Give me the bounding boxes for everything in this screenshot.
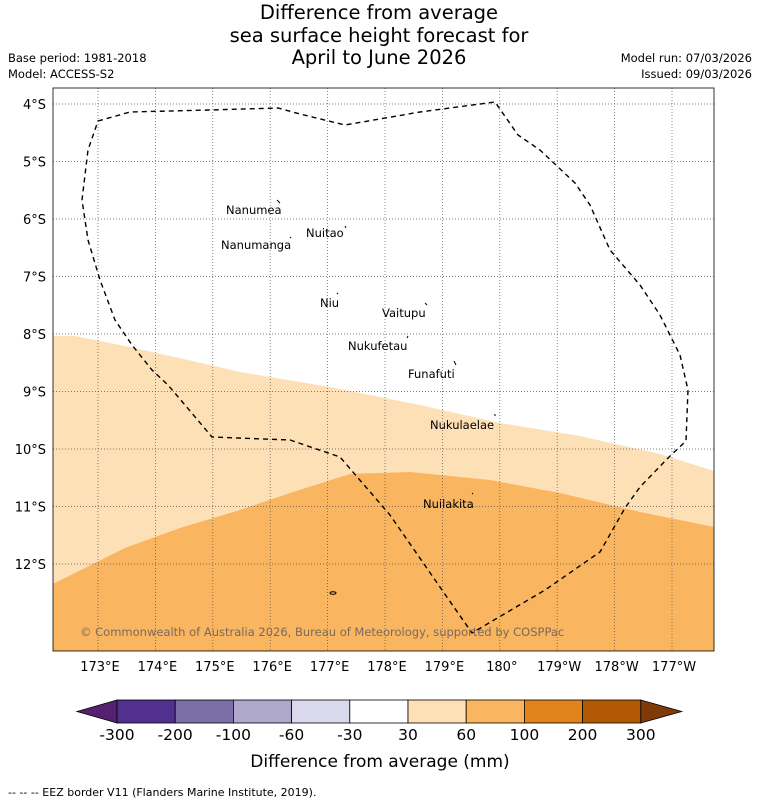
lat-tick-label: 9°S <box>23 386 46 401</box>
lat-tick-label: 10°S <box>15 443 46 458</box>
model-text: Model: ACCESS-S2 <box>8 67 115 81</box>
island-nuilakita <box>471 492 474 495</box>
colorbar-tick-label: -60 <box>279 726 304 744</box>
lon-tick-label: 177°E <box>310 660 350 675</box>
colorbar-tick-label: -100 <box>216 726 251 744</box>
longitude-axis: 173°E 174°E 175°E 176°E 177°E 178°E 179°E 180° 1… <box>80 660 696 675</box>
place-label-vaitupu: Vaitupu <box>382 306 426 320</box>
place-label-nuilakita: Nuilakita <box>423 497 474 511</box>
colorbar-tick-label: 100 <box>510 726 540 744</box>
eez-footnote: -- -- -- EEZ border V11 (Flanders Marine… <box>8 786 317 799</box>
island-vaitupu <box>424 302 428 306</box>
colorbar-cell <box>232 699 292 724</box>
colorbar-cell <box>582 699 642 724</box>
lon-tick-label: 174°E <box>138 660 178 675</box>
model-run-text: Model run: 07/03/2026 <box>620 51 752 65</box>
colorbar-cell <box>349 699 409 724</box>
lon-tick-label: 175°E <box>195 660 235 675</box>
base-period-text: Base period: 1981-2018 <box>8 51 147 65</box>
island-niu <box>336 292 339 295</box>
copyright-text: © Commonwealth of Australia 2026, Bureau… <box>80 625 564 639</box>
lon-tick-label: 173°E <box>80 660 120 675</box>
island-nanumanga <box>289 236 292 239</box>
colorbar-arrow-min <box>75 699 118 724</box>
colorbar-tick-label: -30 <box>337 726 362 744</box>
colorbar-cells <box>75 699 684 724</box>
colorbar-cell <box>291 699 351 724</box>
colorbar-cell <box>465 699 525 724</box>
place-label-niu: Niu <box>320 296 339 310</box>
colorbar-cell <box>407 699 467 724</box>
colorbar-arrow-max <box>640 699 684 724</box>
lat-tick-label: 5°S <box>23 156 46 171</box>
colorbar: -300 -200 -100 -60 -30 30 60 100 200 300 Differen… <box>75 699 684 772</box>
lat-tick-label: 7°S <box>23 271 46 286</box>
place-label-nanumea: Nanumea <box>226 203 282 217</box>
lon-tick-label: 176°E <box>252 660 292 675</box>
place-label-nukufetau: Nukufetau <box>348 339 407 353</box>
lon-tick-label: 177°W <box>652 660 696 675</box>
title-line-2: sea surface height forecast for <box>229 24 529 47</box>
colorbar-tick-label: 30 <box>398 726 418 744</box>
lon-tick-label: 178°W <box>595 660 639 675</box>
colorbar-label: Difference from average (mm) <box>250 752 509 772</box>
title-line-1: Difference from average <box>259 1 499 24</box>
colorbar-tick-label: -300 <box>99 726 134 744</box>
place-label-nukulaelae: Nukulaelae <box>430 418 494 432</box>
colorbar-cell <box>174 699 234 724</box>
colorbar-tick-label: 300 <box>626 726 656 744</box>
island-marks <box>276 199 496 595</box>
latitude-axis: 4°S 5°S 6°S 7°S 8°S 9°S 10°S 11°S 12°S <box>15 98 46 573</box>
colorbar-tick-label: -200 <box>158 726 193 744</box>
eez-border <box>81 101 689 634</box>
lon-tick-label: 180° <box>486 660 517 675</box>
island-funafuti <box>453 360 457 366</box>
lon-tick-label: 178°E <box>367 660 407 675</box>
colorbar-cell <box>524 699 584 724</box>
colorbar-ticks: -300 -200 -100 -60 -30 30 60 100 200 300 <box>99 726 655 744</box>
lat-tick-label: 8°S <box>23 328 46 343</box>
lon-tick-label: 179°W <box>537 660 581 675</box>
anomaly-band-60-100 <box>53 472 714 651</box>
place-label-nuitao: Nuitao <box>306 226 344 240</box>
island-reef <box>329 591 337 595</box>
colorbar-tick-label: 60 <box>456 726 476 744</box>
colorbar-cell <box>116 699 176 724</box>
place-label-nanumanga: Nanumanga <box>221 238 291 252</box>
island-nanumea <box>276 199 281 204</box>
place-label-funafuti: Funafuti <box>408 367 455 381</box>
title-line-3: April to June 2026 <box>291 46 467 69</box>
lat-tick-label: 12°S <box>15 558 46 573</box>
lat-tick-label: 4°S <box>23 98 46 113</box>
colorbar-tick-label: 200 <box>568 726 598 744</box>
issued-text: Issued: 09/03/2026 <box>641 67 752 81</box>
island-nuitao <box>344 225 347 229</box>
lon-tick-label: 179°E <box>425 660 465 675</box>
lat-tick-label: 11°S <box>15 501 46 516</box>
map-frame <box>52 87 715 652</box>
island-nukufetau <box>406 335 409 339</box>
lat-tick-label: 6°S <box>23 213 46 228</box>
